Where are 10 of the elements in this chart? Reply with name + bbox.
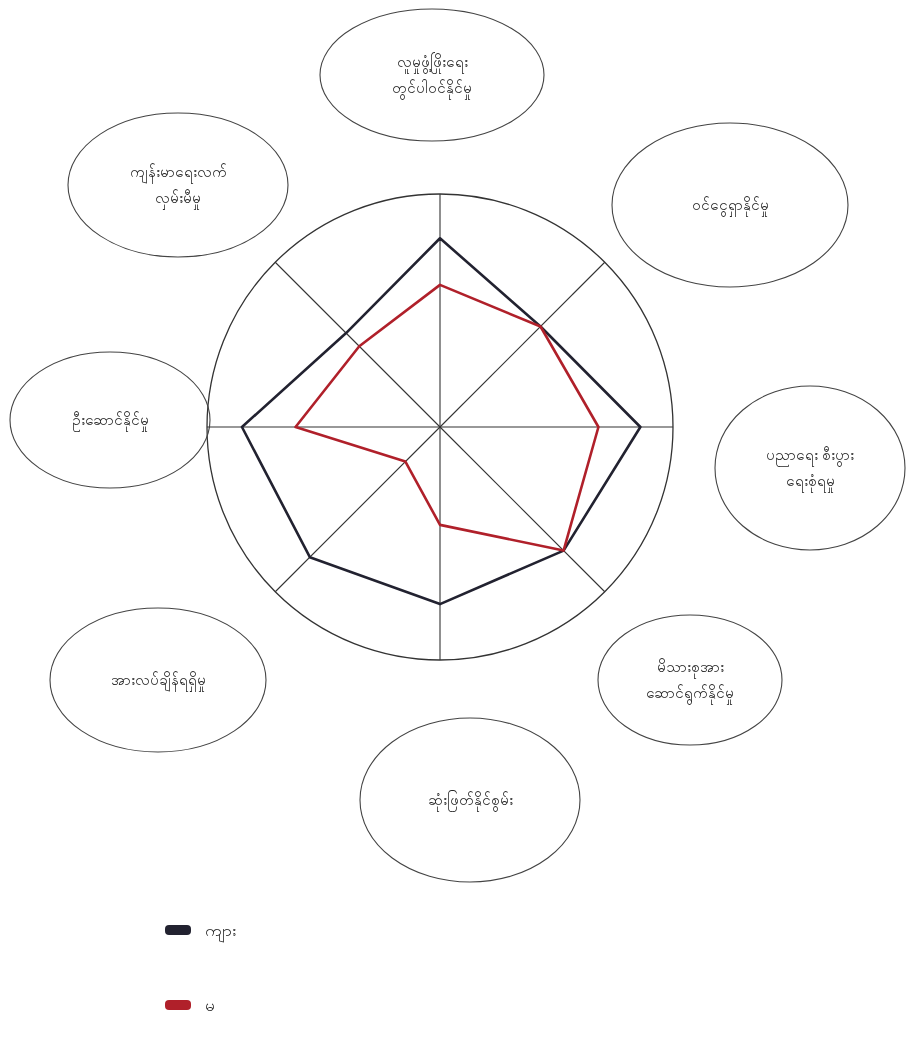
spoke-label: ဦးဆောင်နိုင်မှု (71, 411, 149, 432)
legend-label: ကျား (205, 921, 236, 943)
spoke-label: လူမှုဖွံ့ဖြိုးရေး တွင်ပါဝင်နိုင်မှု (392, 52, 472, 100)
spoke-label: ဝင်ငွေရှာနိုင်မှု (691, 196, 769, 217)
spoke-label: ကျန်းမာရေးလက် လှမ်းမီမှု (129, 163, 227, 210)
spoke-label: မိသားစုအား ဆောင်ရွက်နိုင်မှု (646, 658, 734, 705)
spoke-label: ဆုံးဖြတ်နိုင်စွမ်း (427, 790, 513, 812)
spoke-label: ပညာရေး စီးပွား ရေးစုံရမှု (765, 446, 855, 493)
spoke-label: အားလပ်ချိန်ရရှိမှု (110, 671, 206, 692)
legend-label: မ (205, 996, 215, 1015)
